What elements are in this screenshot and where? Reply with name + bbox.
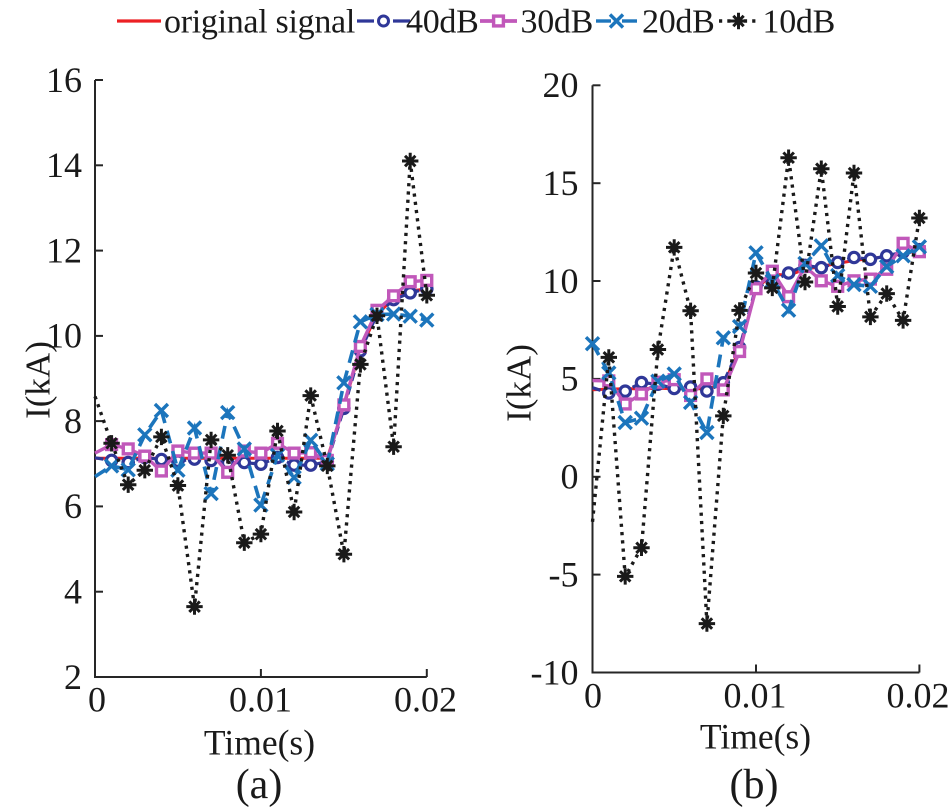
svg-text:30dB: 30dB bbox=[521, 4, 593, 41]
svg-text:-5: -5 bbox=[549, 554, 579, 594]
svg-text:20: 20 bbox=[543, 65, 579, 105]
svg-text:4: 4 bbox=[64, 572, 82, 612]
svg-text:I(kA): I(kA) bbox=[500, 344, 539, 422]
svg-text:2: 2 bbox=[64, 657, 82, 697]
svg-text:14: 14 bbox=[46, 145, 82, 185]
svg-text:0.01: 0.01 bbox=[229, 680, 292, 720]
svg-text:40dB: 40dB bbox=[406, 4, 478, 41]
svg-text:I(kA): I(kA) bbox=[19, 341, 58, 419]
svg-text:10: 10 bbox=[543, 261, 579, 301]
svg-text:0: 0 bbox=[584, 676, 602, 716]
svg-text:20dB: 20dB bbox=[642, 4, 714, 41]
svg-text:10dB: 10dB bbox=[763, 4, 835, 41]
svg-text:Time(s): Time(s) bbox=[700, 717, 811, 757]
svg-text:5: 5 bbox=[561, 359, 579, 399]
svg-text:-10: -10 bbox=[531, 652, 579, 692]
svg-text:original signal: original signal bbox=[164, 4, 355, 41]
svg-text:0.02: 0.02 bbox=[887, 676, 950, 716]
svg-text:0.02: 0.02 bbox=[394, 680, 457, 720]
svg-text:12: 12 bbox=[46, 230, 82, 270]
svg-text:0: 0 bbox=[88, 680, 106, 720]
svg-text:16: 16 bbox=[46, 60, 82, 100]
svg-text:15: 15 bbox=[543, 163, 579, 203]
svg-text:8: 8 bbox=[64, 401, 82, 441]
svg-text:10: 10 bbox=[46, 316, 82, 356]
svg-text:0.01: 0.01 bbox=[724, 676, 787, 716]
svg-text:0: 0 bbox=[561, 457, 579, 497]
svg-text:6: 6 bbox=[64, 486, 82, 526]
svg-text:(b): (b) bbox=[730, 762, 779, 807]
svg-text:(a): (a) bbox=[236, 762, 283, 807]
svg-text:Time(s): Time(s) bbox=[204, 722, 315, 762]
